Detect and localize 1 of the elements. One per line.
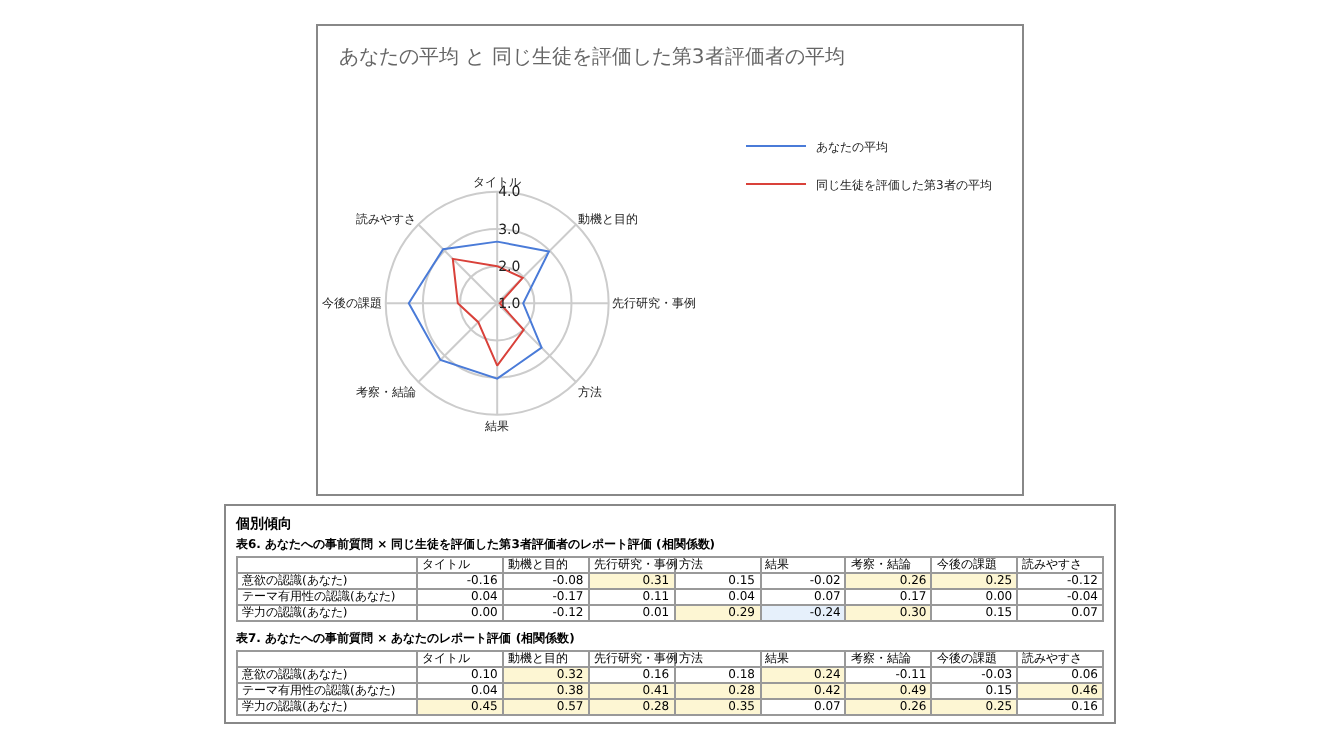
chart-title: あなたの平均 と 同じ生徒を評価した第3者評価者の平均 [339, 45, 845, 70]
